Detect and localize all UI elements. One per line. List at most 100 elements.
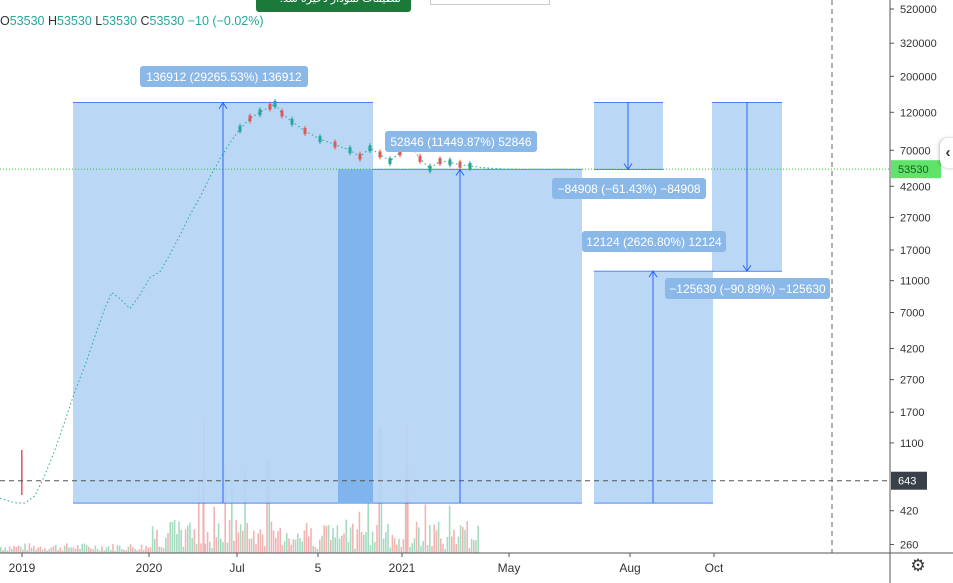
volume-bar bbox=[422, 541, 424, 553]
volume-bar bbox=[165, 537, 167, 553]
volume-bar bbox=[294, 539, 297, 553]
volume-bar bbox=[50, 547, 53, 553]
volume-bar bbox=[79, 548, 81, 553]
volume-bar bbox=[332, 528, 334, 553]
x-tick-label: 2021 bbox=[389, 561, 416, 575]
measure-label-bg bbox=[140, 66, 308, 87]
volume-bar bbox=[235, 520, 237, 553]
volume-bar bbox=[404, 476, 407, 553]
x-tick-label: Aug bbox=[619, 561, 640, 575]
y-tick-label: 420 bbox=[900, 506, 918, 518]
measure-label: −125630 (−90.89%) −125630 bbox=[669, 282, 826, 296]
volume-bar bbox=[393, 538, 396, 553]
volume-bar bbox=[259, 529, 262, 553]
volume-bar bbox=[468, 548, 471, 553]
y-tick-label: 42000 bbox=[900, 181, 931, 193]
volume-bar bbox=[297, 533, 299, 553]
price-axis-bg bbox=[890, 0, 953, 553]
y-tick-label: 520000 bbox=[900, 4, 937, 16]
volume-bar bbox=[167, 533, 169, 553]
volume-bar bbox=[11, 548, 13, 553]
volume-bar bbox=[464, 529, 466, 553]
volume-bar bbox=[2, 550, 4, 553]
volume-bars bbox=[0, 418, 479, 553]
volume-bar bbox=[189, 522, 191, 553]
volume-bar bbox=[356, 529, 358, 553]
volume-bar bbox=[266, 460, 268, 553]
volume-bar bbox=[169, 522, 171, 553]
volume-bar bbox=[277, 531, 279, 553]
volume-bar bbox=[473, 540, 475, 553]
volume-bar bbox=[389, 547, 391, 553]
volume-bar bbox=[52, 546, 55, 553]
volume-bar bbox=[349, 527, 352, 553]
measure-arrow-head bbox=[455, 168, 465, 176]
gear-icon[interactable]: ⚙ bbox=[910, 556, 926, 575]
chevron-left-icon[interactable]: ‹ bbox=[940, 138, 953, 168]
volume-bar bbox=[220, 538, 222, 553]
low-value: 53530 bbox=[102, 14, 137, 28]
volume-bar bbox=[206, 531, 209, 553]
time-axis[interactable]: 2019 2020 Jul 5 2021 May Aug Oct bbox=[0, 552, 953, 575]
volume-bar bbox=[134, 548, 136, 553]
volume-bar bbox=[446, 536, 449, 553]
volume-bar bbox=[385, 532, 387, 553]
volume-bar bbox=[217, 523, 220, 553]
volume-bar bbox=[46, 550, 48, 553]
volume-bar bbox=[341, 535, 343, 553]
volume-bar bbox=[459, 525, 462, 553]
measure-arrow-head bbox=[218, 101, 228, 110]
volume-bar bbox=[451, 536, 453, 553]
volume-bar bbox=[72, 547, 75, 553]
candle-body bbox=[378, 151, 382, 158]
y-tick-label: 320000 bbox=[900, 38, 937, 50]
volume-bar bbox=[28, 543, 31, 553]
volume-bar bbox=[107, 546, 110, 553]
volume-bar bbox=[204, 543, 207, 553]
volume-bar bbox=[466, 521, 468, 553]
price-series bbox=[0, 99, 520, 504]
volume-bar bbox=[88, 546, 90, 553]
volume-bar bbox=[327, 525, 330, 553]
volume-bar bbox=[363, 534, 365, 553]
volume-bar bbox=[288, 538, 290, 553]
volume-bar bbox=[125, 550, 127, 553]
volume-bar bbox=[409, 547, 411, 553]
volume-bar bbox=[402, 539, 405, 553]
volume-bar bbox=[257, 533, 259, 553]
volume-bar bbox=[248, 538, 251, 553]
volume-bar bbox=[279, 527, 281, 553]
volume-bar bbox=[301, 541, 303, 553]
volume-bar bbox=[448, 505, 451, 553]
volume-bar bbox=[173, 519, 176, 553]
measure-arrow-head bbox=[742, 264, 752, 273]
volume-bar bbox=[387, 523, 389, 553]
volume-bar bbox=[13, 545, 15, 553]
measure-box bbox=[373, 169, 582, 504]
volume-bar bbox=[345, 519, 347, 553]
x-tick-label: 2019 bbox=[9, 561, 36, 575]
candle-body bbox=[368, 145, 372, 152]
volume-bar bbox=[347, 541, 350, 553]
volume-bar bbox=[59, 547, 61, 553]
volume-bar bbox=[103, 550, 105, 553]
volume-bar bbox=[374, 542, 376, 553]
volume-bar bbox=[255, 544, 257, 553]
volume-bar bbox=[426, 544, 429, 553]
ohlc-legend: O53530 H53530 L53530 C53530 −10 (−0.02%) bbox=[0, 14, 264, 28]
low-label: L bbox=[95, 14, 103, 28]
volume-bar bbox=[129, 544, 132, 553]
volume-bar bbox=[55, 544, 57, 553]
volume-bar bbox=[435, 530, 438, 553]
measure-boxes[interactable] bbox=[73, 101, 782, 504]
volume-bar bbox=[246, 523, 248, 553]
volume-bar bbox=[30, 547, 33, 553]
volume-bar bbox=[24, 543, 26, 553]
close-value: 53530 bbox=[149, 14, 185, 28]
volume-bar bbox=[195, 543, 198, 553]
horizontal-lines bbox=[0, 168, 890, 482]
volume-bar bbox=[290, 544, 292, 553]
volume-bar bbox=[110, 549, 112, 553]
price-axis[interactable]: 520000 320000 200000 120000 70000 42000 27000 1… bbox=[889, 0, 953, 583]
